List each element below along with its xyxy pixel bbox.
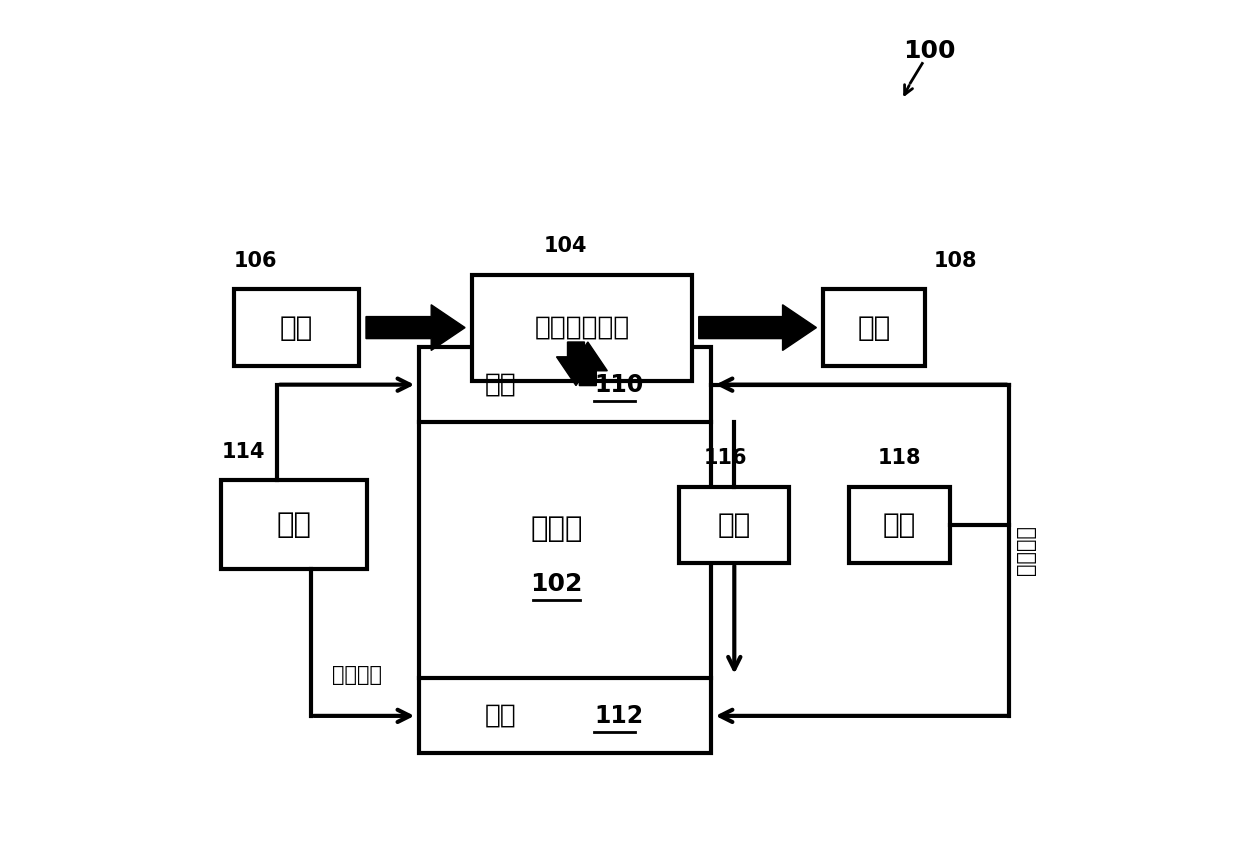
Text: 认知逻辑单元: 认知逻辑单元 [534, 315, 630, 340]
Polygon shape [699, 304, 816, 351]
Bar [419, 347, 711, 753]
Text: 获取电路: 获取电路 [332, 665, 382, 685]
Text: 100: 100 [903, 38, 955, 62]
Text: 感知: 感知 [485, 372, 517, 398]
Text: 检索电路: 检索电路 [1017, 525, 1037, 575]
Text: 110: 110 [594, 373, 644, 397]
Bar [823, 290, 925, 366]
Text: 学习: 学习 [277, 511, 311, 539]
Polygon shape [568, 342, 608, 386]
Text: 116: 116 [704, 448, 748, 469]
Text: 106: 106 [234, 251, 278, 271]
Text: 演绎: 演绎 [718, 511, 751, 539]
Bar [234, 290, 360, 366]
Text: 输入: 输入 [280, 314, 314, 342]
Text: 概念: 概念 [485, 703, 517, 728]
Text: 输出: 输出 [857, 314, 890, 342]
Polygon shape [366, 304, 465, 351]
Text: 118: 118 [878, 448, 921, 469]
Text: 102: 102 [531, 572, 583, 596]
Polygon shape [557, 342, 595, 386]
Text: 化简: 化简 [883, 511, 916, 539]
Bar [680, 486, 790, 563]
Text: 知识库: 知识库 [531, 515, 583, 543]
Text: 112: 112 [594, 704, 644, 728]
Bar [221, 481, 367, 569]
Text: 114: 114 [221, 442, 264, 462]
Text: 108: 108 [934, 251, 977, 271]
Bar [472, 274, 692, 380]
Text: 104: 104 [543, 236, 587, 256]
Bar [848, 486, 950, 563]
